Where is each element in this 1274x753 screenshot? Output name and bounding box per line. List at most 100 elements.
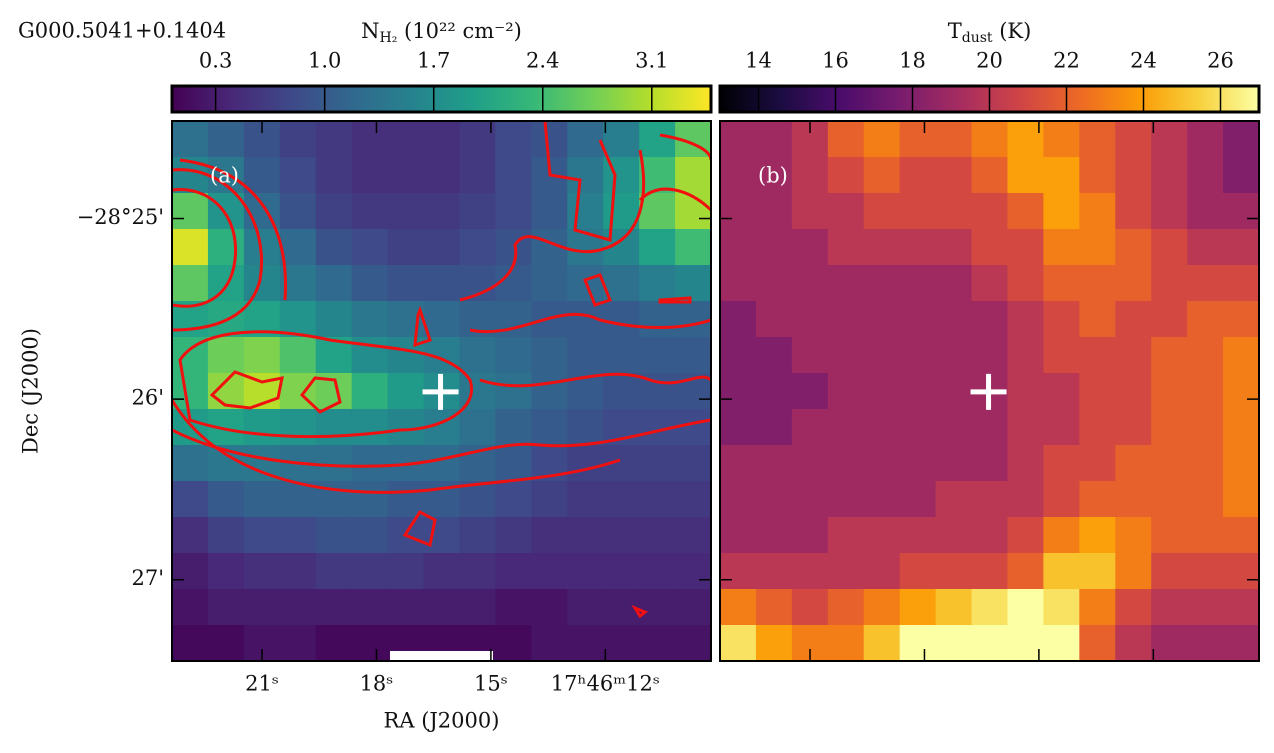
contour [469, 312, 711, 333]
heatmap-cell [1151, 229, 1188, 266]
heatmap-cell [315, 301, 353, 338]
heatmap-cell [387, 193, 425, 230]
heatmap-cell [1079, 337, 1116, 374]
heatmap-cell [387, 553, 425, 590]
heatmap-cell [531, 121, 568, 158]
heatmap-cell [1043, 229, 1080, 266]
heatmap-cell [1115, 625, 1152, 662]
heatmap-cell [791, 553, 829, 590]
heatmap-cell [675, 409, 712, 446]
colorbar-tick-label: 3.1 [635, 49, 668, 73]
colorbar [170, 84, 713, 114]
heatmap-cell [279, 193, 317, 230]
heatmap-cell [351, 193, 389, 230]
heatmap-cell [827, 373, 865, 410]
heatmap-cell [863, 589, 901, 626]
heatmap-cell [1079, 229, 1116, 266]
heatmap-cell [315, 157, 353, 194]
heatmap-cell [1043, 337, 1080, 374]
heatmap-cell [899, 517, 937, 554]
heatmap-cell [720, 229, 757, 266]
heatmap-cell [827, 481, 865, 518]
heatmap-cell [387, 265, 425, 302]
heatmap-cell [827, 409, 865, 446]
heatmap-cell [971, 265, 1009, 302]
heatmap-cell [603, 625, 640, 662]
heatmap-cell [935, 121, 973, 158]
colorbar-tick-label: 1.7 [417, 49, 450, 73]
heatmap-cell [567, 337, 604, 374]
heatmap-cell [603, 373, 640, 410]
heatmap-cell [899, 589, 937, 626]
heatmap-cell [1007, 481, 1044, 518]
heatmap-cell [1007, 589, 1044, 626]
heatmap-cell [243, 157, 281, 194]
heatmap-cell [459, 121, 496, 158]
heatmap-cell [1187, 193, 1224, 230]
heatmap-cell [1079, 409, 1116, 446]
heatmap-cell [567, 517, 604, 554]
heatmap-cell [1007, 121, 1044, 158]
heatmap-cell [1115, 301, 1152, 338]
heatmap-cell [791, 301, 829, 338]
heatmap-cell [1151, 337, 1188, 374]
heatmap-cell [1187, 553, 1224, 590]
heatmap-cell [351, 301, 389, 338]
heatmap-cell [351, 121, 389, 158]
heatmap-cell [1043, 409, 1080, 446]
heatmap-cell [827, 553, 865, 590]
heatmap-cell [567, 409, 604, 446]
heatmap-cell [720, 445, 757, 482]
contour [299, 376, 342, 414]
heatmap-cell [1079, 553, 1116, 590]
heatmap-cell [1007, 445, 1044, 482]
colorbar-tick-label: 18 [899, 49, 926, 73]
heatmap-cell [495, 481, 532, 518]
heatmap-cell [639, 193, 676, 230]
heatmap-cell [207, 517, 245, 554]
heatmap-cell [279, 517, 317, 554]
source-marker [970, 373, 1007, 410]
heatmap-cell [1007, 409, 1044, 446]
heatmap-cell [971, 517, 1009, 554]
heatmap-cell [755, 625, 793, 662]
scale-bar [390, 651, 493, 661]
heatmap-cell [531, 409, 568, 446]
heatmap-cell [567, 589, 604, 626]
heatmap-cell [1043, 157, 1080, 194]
heatmap-cell [423, 301, 461, 338]
heatmap-cell [315, 589, 353, 626]
heatmap-cell [495, 553, 532, 590]
heatmap-cell [603, 553, 640, 590]
heatmap-cell [495, 517, 532, 554]
heatmap-cell [899, 265, 937, 302]
heatmap-cell [639, 553, 676, 590]
heatmap-cell [1151, 517, 1188, 554]
heatmap-cell [863, 301, 901, 338]
heatmap-cell [675, 193, 712, 230]
heatmap-cell [863, 157, 901, 194]
heatmap-cell [899, 229, 937, 266]
heatmap-cell [1007, 229, 1044, 266]
heatmap-cell [1187, 121, 1224, 158]
heatmap-cell [935, 193, 973, 230]
heatmap-cell [720, 409, 757, 446]
contour [583, 273, 612, 307]
heatmap-cell [755, 229, 793, 266]
heatmap-cell [243, 409, 281, 446]
heatmap-cell [531, 337, 568, 374]
heatmap-cell [315, 121, 353, 158]
heatmap-cell [423, 553, 461, 590]
heatmap-cell [1187, 409, 1224, 446]
contour [209, 370, 284, 410]
heatmap-cell [351, 265, 389, 302]
heatmap-cell [971, 445, 1009, 482]
heatmap-cell [423, 589, 461, 626]
heatmap-cell [567, 481, 604, 518]
heatmap-cell [899, 625, 937, 662]
contour [658, 296, 692, 304]
heatmap-cell [387, 229, 425, 266]
heatmap-cell [459, 409, 496, 446]
heatmap-cell [603, 301, 640, 338]
